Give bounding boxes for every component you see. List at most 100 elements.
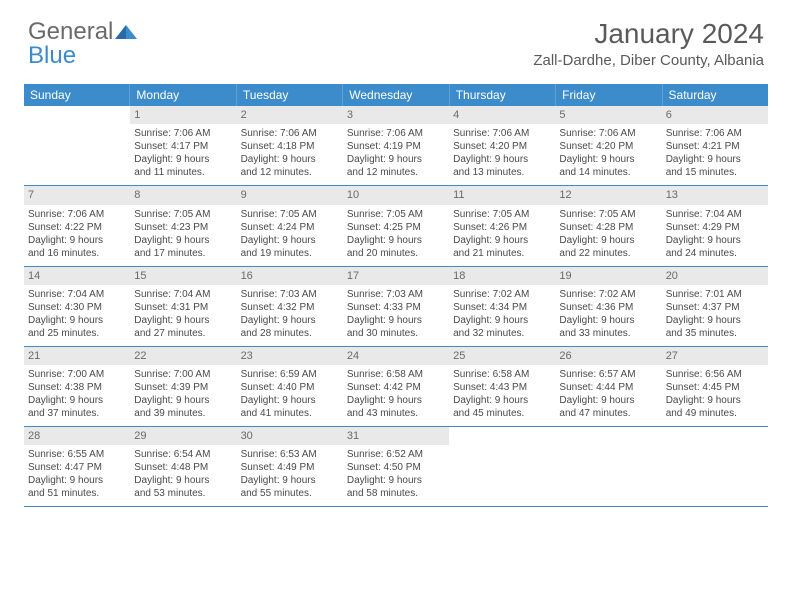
day-cell: 11Sunrise: 7:05 AMSunset: 4:26 PMDayligh… [449, 186, 555, 265]
day-info-line: Sunset: 4:40 PM [241, 381, 339, 394]
day-cell: 19Sunrise: 7:02 AMSunset: 4:36 PMDayligh… [555, 267, 661, 346]
day-info-line: Daylight: 9 hours [347, 474, 445, 487]
day-info-line: Sunrise: 6:56 AM [666, 368, 764, 381]
day-info-line: Sunrise: 7:04 AM [28, 288, 126, 301]
day-number: 4 [449, 106, 555, 124]
day-number: 26 [555, 347, 661, 365]
day-cell: 22Sunrise: 7:00 AMSunset: 4:39 PMDayligh… [130, 347, 236, 426]
day-info-line: Daylight: 9 hours [559, 234, 657, 247]
day-info-line: Sunset: 4:21 PM [666, 140, 764, 153]
day-number: 24 [343, 347, 449, 365]
day-info-line: Daylight: 9 hours [666, 394, 764, 407]
day-cell: 12 Sunrise: 7:05 AMSunset: 4:28 PMDayligh… [555, 186, 661, 265]
day-cell: 6Sunrise: 7:06 AMSunset: 4:21 PMDaylight… [662, 106, 768, 185]
calendar: SundayMondayTuesdayWednesdayThursdayFrid… [24, 84, 768, 507]
day-cell: 8Sunrise: 7:05 AMSunset: 4:23 PMDaylight… [130, 186, 236, 265]
day-info-line: Sunset: 4:38 PM [28, 381, 126, 394]
logo-triangle-icon [115, 18, 137, 46]
day-info-line: and 24 minutes. [666, 247, 764, 260]
day-info-line: and 19 minutes. [241, 247, 339, 260]
day-info-line: and 45 minutes. [453, 407, 551, 420]
day-number: 22 [130, 347, 236, 365]
week-row: 1Sunrise: 7:06 AMSunset: 4:17 PMDaylight… [24, 106, 768, 186]
week-row: 14Sunrise: 7:04 AMSunset: 4:30 PMDayligh… [24, 267, 768, 347]
day-cell: 18Sunrise: 7:02 AMSunset: 4:34 PMDayligh… [449, 267, 555, 346]
day-info-line: Daylight: 9 hours [241, 394, 339, 407]
day-info-line: and 39 minutes. [134, 407, 232, 420]
day-info-line: and 32 minutes. [453, 327, 551, 340]
day-info-line: Sunrise: 7:04 AM [666, 208, 764, 221]
day-number: 29 [130, 427, 236, 445]
day-info-line: Sunset: 4:47 PM [28, 461, 126, 474]
day-info-line: Sunrise: 7:06 AM [134, 127, 232, 140]
day-info-line: and 20 minutes. [347, 247, 445, 260]
day-info-line: Sunset: 4:25 PM [347, 221, 445, 234]
day-info-line: Daylight: 9 hours [134, 234, 232, 247]
day-info-line: Sunset: 4:43 PM [453, 381, 551, 394]
day-info-line: Sunrise: 7:03 AM [347, 288, 445, 301]
day-cell: 17Sunrise: 7:03 AMSunset: 4:33 PMDayligh… [343, 267, 449, 346]
day-info-line: Daylight: 9 hours [453, 314, 551, 327]
day-info-line: Daylight: 9 hours [453, 394, 551, 407]
day-cell: 5Sunrise: 7:06 AMSunset: 4:20 PMDaylight… [555, 106, 661, 185]
day-info-line: Daylight: 9 hours [453, 234, 551, 247]
day-info-line: Sunset: 4:31 PM [134, 301, 232, 314]
day-cell: 14Sunrise: 7:04 AMSunset: 4:30 PMDayligh… [24, 267, 130, 346]
day-info-line: Sunset: 4:23 PM [134, 221, 232, 234]
day-info-line: and 35 minutes. [666, 327, 764, 340]
day-cell: 31Sunrise: 6:52 AMSunset: 4:50 PMDayligh… [343, 427, 449, 506]
day-info-line: Sunset: 4:32 PM [241, 301, 339, 314]
day-info-line: and 12 minutes. [347, 166, 445, 179]
day-number: 25 [449, 347, 555, 365]
day-info-line: Sunrise: 7:05 AM [559, 208, 657, 221]
day-info-line: and 33 minutes. [559, 327, 657, 340]
day-info-line: and 17 minutes. [134, 247, 232, 260]
day-number: 2 [237, 106, 343, 124]
day-info-line: and 49 minutes. [666, 407, 764, 420]
day-cell: 15Sunrise: 7:04 AMSunset: 4:31 PMDayligh… [130, 267, 236, 346]
header: GeneralBlue January 2024 Zall-Dardhe, Di… [0, 0, 792, 76]
day-info-line: Sunrise: 7:01 AM [666, 288, 764, 301]
day-info-line: and 58 minutes. [347, 487, 445, 500]
day-info-line: Daylight: 9 hours [134, 314, 232, 327]
day-info-line: and 13 minutes. [453, 166, 551, 179]
day-number: 16 [237, 267, 343, 285]
day-info-line: Sunset: 4:18 PM [241, 140, 339, 153]
day-cell: 16Sunrise: 7:03 AMSunset: 4:32 PMDayligh… [237, 267, 343, 346]
day-number: 8 [130, 186, 236, 204]
day-info-line: Sunset: 4:44 PM [559, 381, 657, 394]
day-info-line: Sunrise: 6:53 AM [241, 448, 339, 461]
day-info-line: Daylight: 9 hours [134, 153, 232, 166]
day-number: 13 [662, 186, 768, 204]
day-info-line: Sunset: 4:30 PM [28, 301, 126, 314]
weekday-friday: Friday [556, 84, 662, 106]
day-info-line: Sunset: 4:28 PM [559, 221, 657, 234]
day-number: 27 [662, 347, 768, 365]
day-info-line: Daylight: 9 hours [28, 314, 126, 327]
day-info-line: Sunrise: 6:55 AM [28, 448, 126, 461]
day-info-line: Sunrise: 7:03 AM [241, 288, 339, 301]
day-info-line: Sunset: 4:36 PM [559, 301, 657, 314]
day-info-line: Sunrise: 7:05 AM [347, 208, 445, 221]
day-info-line: Daylight: 9 hours [347, 394, 445, 407]
day-info-line: Sunrise: 6:57 AM [559, 368, 657, 381]
day-number: 12 [555, 186, 661, 204]
day-info-line: and 37 minutes. [28, 407, 126, 420]
day-info-line: and 12 minutes. [241, 166, 339, 179]
day-number: 6 [662, 106, 768, 124]
day-cell: 21Sunrise: 7:00 AMSunset: 4:38 PMDayligh… [24, 347, 130, 426]
day-cell [449, 427, 555, 506]
weekday-wednesday: Wednesday [343, 84, 449, 106]
day-info-line: Sunrise: 7:06 AM [241, 127, 339, 140]
day-info-line: and 22 minutes. [559, 247, 657, 260]
day-info-line: Daylight: 9 hours [559, 314, 657, 327]
day-info-line: Sunrise: 7:06 AM [28, 208, 126, 221]
day-info-line: Daylight: 9 hours [241, 474, 339, 487]
day-cell: 7Sunrise: 7:06 AMSunset: 4:22 PMDaylight… [24, 186, 130, 265]
day-cell: 27Sunrise: 6:56 AMSunset: 4:45 PMDayligh… [662, 347, 768, 426]
day-cell [662, 427, 768, 506]
weekday-tuesday: Tuesday [237, 84, 343, 106]
day-info-line: Sunrise: 7:02 AM [559, 288, 657, 301]
day-cell: 20Sunrise: 7:01 AMSunset: 4:37 PMDayligh… [662, 267, 768, 346]
logo-text-part2: Blue [28, 42, 137, 70]
